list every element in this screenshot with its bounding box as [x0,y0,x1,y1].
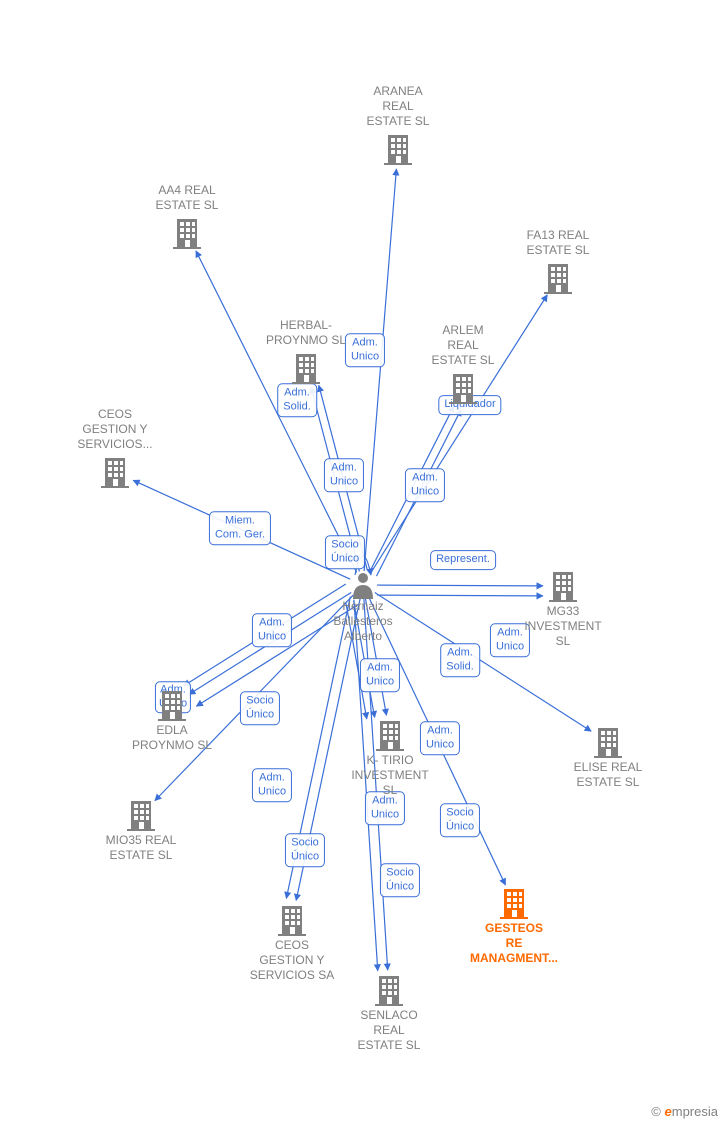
company-node-label: MG33 INVESTMENT SL [524,604,601,649]
company-node-icon[interactable] [127,799,155,831]
company-node-icon[interactable] [384,133,412,165]
edge-label: Adm. Unico [324,458,364,492]
edge-label: Adm. Solid. [277,383,317,417]
company-node-label: CEOS GESTION Y SERVICIOS... [77,407,152,452]
edge-label: Represent. [430,550,496,570]
company-node-icon[interactable] [500,887,528,919]
company-node-label: MIO35 REAL ESTATE SL [106,833,177,863]
company-node-icon[interactable] [549,570,577,602]
company-node-icon[interactable] [544,262,572,294]
edge-label: Adm. Unico [360,658,400,692]
copyright-symbol: © [651,1104,661,1119]
brand-rest: mpresia [672,1104,718,1119]
edge-label: Miem. Com. Ger. [209,511,271,545]
company-node-label: ARLEM REAL ESTATE SL [432,323,495,368]
company-node-label: ARANEA REAL ESTATE SL [367,84,430,129]
company-node-icon[interactable] [292,352,320,384]
company-node-icon[interactable] [173,217,201,249]
edge-label: Socio Único [380,863,420,897]
edge-label: Socio Único [440,803,480,837]
person-node-icon[interactable] [351,571,375,599]
company-node-icon[interactable] [101,456,129,488]
company-node-icon[interactable] [375,974,403,1006]
edge-label: Adm. Unico [345,333,385,367]
company-node-icon[interactable] [449,372,477,404]
edge-label: Adm. Unico [252,768,292,802]
company-node-label: FA13 REAL ESTATE SL [527,228,590,258]
edge-label: Socio Único [285,833,325,867]
company-node-label: SENLACO REAL ESTATE SL [358,1008,421,1053]
brand-e: e [665,1104,672,1119]
copyright-footer: © empresia [651,1104,718,1119]
company-node-label: CEOS GESTION Y SERVICIOS SA [250,938,334,983]
company-node-icon[interactable] [376,719,404,751]
edge-label: Adm. Unico [420,721,460,755]
edge-label: Adm. Solid. [440,643,480,677]
company-node-label: HERBAL- PROYNMO SL [266,318,346,348]
company-node-icon[interactable] [594,726,622,758]
person-node-label: Hernaiz Ballesteros Alberto [333,599,392,644]
company-node-icon[interactable] [158,689,186,721]
company-node-label: AA4 REAL ESTATE SL [156,183,219,213]
edge-label: Socio Único [325,535,365,569]
company-node-label: EDLA PROYNMO SL [132,723,212,753]
edge-label: Socio Único [240,691,280,725]
company-node-label: ELISE REAL ESTATE SL [574,760,643,790]
company-node-label: K- TIRIO INVESTMENT SL [351,753,428,798]
company-node-label: GESTEOS RE MANAGMENT... [470,921,558,966]
company-node-icon[interactable] [278,904,306,936]
edge-label: Adm. Unico [405,468,445,502]
edge-label: Adm. Unico [252,613,292,647]
